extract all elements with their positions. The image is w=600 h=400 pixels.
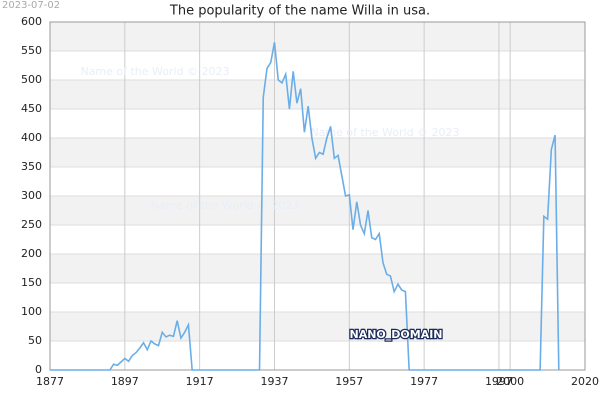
badge: NANO_DOMAIN <box>349 328 442 341</box>
y-tick-label: 50 <box>28 334 42 347</box>
x-tick-label: 1957 <box>335 375 363 388</box>
x-tick-label: 1877 <box>36 375 64 388</box>
grid-band <box>50 22 585 51</box>
x-tick-label: 2020 <box>571 375 599 388</box>
x-tick-label: 1917 <box>186 375 214 388</box>
y-tick-label: 400 <box>21 131 42 144</box>
y-tick-label: 0 <box>35 363 42 376</box>
y-tick-label: 600 <box>21 15 42 28</box>
y-tick-label: 350 <box>21 160 42 173</box>
plot-frame <box>49 21 586 371</box>
grid-band <box>50 312 585 341</box>
y-tick-label: 250 <box>21 218 42 231</box>
date-stamp: 2023-07-02 <box>2 0 60 11</box>
grid-band <box>50 196 585 225</box>
grid-band <box>50 80 585 109</box>
y-tick-label: 450 <box>21 102 42 115</box>
watermark: Name of the World © 2023 <box>150 199 299 212</box>
data-line <box>50 42 560 371</box>
y-tick-label: 100 <box>21 305 42 318</box>
x-tick-label: 1937 <box>260 375 288 388</box>
y-tick-label: 150 <box>21 276 42 289</box>
y-tick-label: 300 <box>21 189 42 202</box>
watermark: Name of the World © 2023 <box>310 126 459 139</box>
grid-band <box>50 138 585 167</box>
y-tick-label: 500 <box>21 73 42 86</box>
x-tick-label: 2000 <box>496 375 524 388</box>
x-tick-label: 1977 <box>410 375 438 388</box>
y-tick-label: 200 <box>21 247 42 260</box>
chart-title: The popularity of the name Willa in usa. <box>169 4 430 19</box>
y-tick-label: 550 <box>21 44 42 57</box>
grid-band <box>50 254 585 283</box>
watermark: Name of the World © 2023 <box>80 65 229 78</box>
x-tick-label: 1997 <box>485 375 513 388</box>
x-tick-label: 1897 <box>111 375 139 388</box>
